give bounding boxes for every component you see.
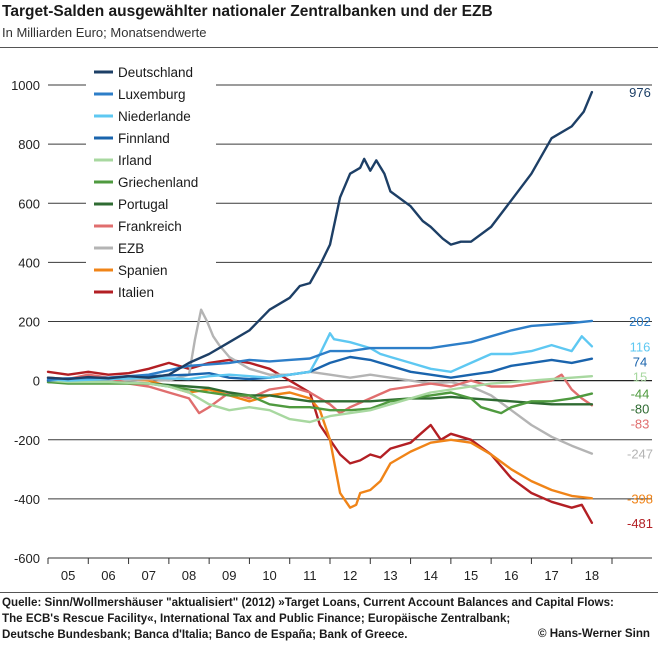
- legend-label: Frankreich: [118, 219, 182, 234]
- end-label: -80: [631, 402, 650, 417]
- y-tick-label: 400: [18, 255, 40, 270]
- legend-label: Portugal: [118, 197, 168, 212]
- top-rule: [0, 47, 658, 48]
- x-tick-label: 06: [101, 568, 115, 583]
- chart-subtitle: In Milliarden Euro; Monatsendwerte: [2, 25, 207, 40]
- end-label: 74: [633, 354, 647, 369]
- legend-label: Spanien: [118, 263, 168, 278]
- x-tick-label: 08: [182, 568, 196, 583]
- end-label: -44: [631, 387, 650, 402]
- x-tick-label: 14: [423, 568, 437, 583]
- y-tick-label: -200: [14, 433, 40, 448]
- x-tick-label: 17: [544, 568, 558, 583]
- end-label: -247: [627, 447, 653, 462]
- series-line-finnland: [46, 355, 594, 382]
- end-label: 976: [629, 85, 651, 100]
- line-chart: 1000 800 600 400 200 0 -200 -400 -600 05 06 07 08 09 1…: [11, 58, 654, 583]
- end-label: 116: [630, 339, 651, 354]
- y-tick-label: -600: [14, 551, 40, 566]
- legend-label: Deutschland: [118, 65, 193, 80]
- legend-label: EZB: [118, 241, 144, 256]
- series-line-frankreich: [46, 373, 594, 415]
- y-tick-label: 200: [18, 315, 40, 330]
- bottom-rule: [0, 592, 658, 593]
- legend-label: Irland: [118, 153, 152, 168]
- x-tick-label: 13: [383, 568, 397, 583]
- y-tick-label: 800: [18, 137, 40, 152]
- series-line-deutschland: [46, 90, 594, 381]
- x-tick-label: 07: [141, 568, 155, 583]
- x-tick-label: 10: [262, 568, 276, 583]
- x-tick-label: 18: [585, 568, 599, 583]
- x-tick-label: 15: [464, 568, 478, 583]
- legend-label: Griechenland: [118, 175, 198, 190]
- end-label: 15: [633, 369, 647, 384]
- x-tick-label: 05: [61, 568, 75, 583]
- series-line-niederlande: [46, 332, 594, 382]
- x-tick-label: 16: [504, 568, 518, 583]
- y-tick-label: 600: [18, 196, 40, 211]
- legend-label: Niederlande: [118, 109, 191, 124]
- y-tick-label: 1000: [11, 78, 40, 93]
- series-line-luxemburg: [46, 319, 594, 381]
- y-tick-label: -400: [14, 492, 40, 507]
- end-label: 202: [629, 314, 651, 329]
- end-label: -83: [631, 417, 650, 432]
- legend-label: Finnland: [118, 131, 170, 146]
- source-line: Quelle: Sinn/Wollmershäuser "aktualisier…: [2, 596, 614, 609]
- end-label: -398: [627, 491, 653, 506]
- series-line-irland: [46, 375, 594, 424]
- series-line-griechenland: [46, 380, 594, 415]
- x-tick-label: 11: [303, 568, 317, 583]
- x-tick-label: 09: [222, 568, 236, 583]
- copyright-note: © Hans-Werner Sinn: [537, 627, 650, 640]
- source-line: The ECB's Rescue Facility«, Internationa…: [2, 612, 511, 625]
- x-tick-label: 12: [343, 568, 357, 583]
- y-tick-label: 0: [33, 374, 40, 389]
- series-line-portugal: [46, 380, 594, 406]
- end-label: -481: [627, 516, 653, 531]
- chart-title: Target-Salden ausgewählter nationaler Ze…: [2, 3, 493, 20]
- source-note: Quelle: Sinn/Wollmershäuser "aktualisier…: [2, 595, 642, 643]
- legend-label: Italien: [118, 285, 154, 300]
- legend-label: Luxemburg: [118, 87, 186, 102]
- legend-background: [86, 58, 216, 300]
- source-line: Deutsche Bundesbank; Banca d'Italia; Ban…: [2, 628, 408, 641]
- series-line-italien: [46, 358, 594, 524]
